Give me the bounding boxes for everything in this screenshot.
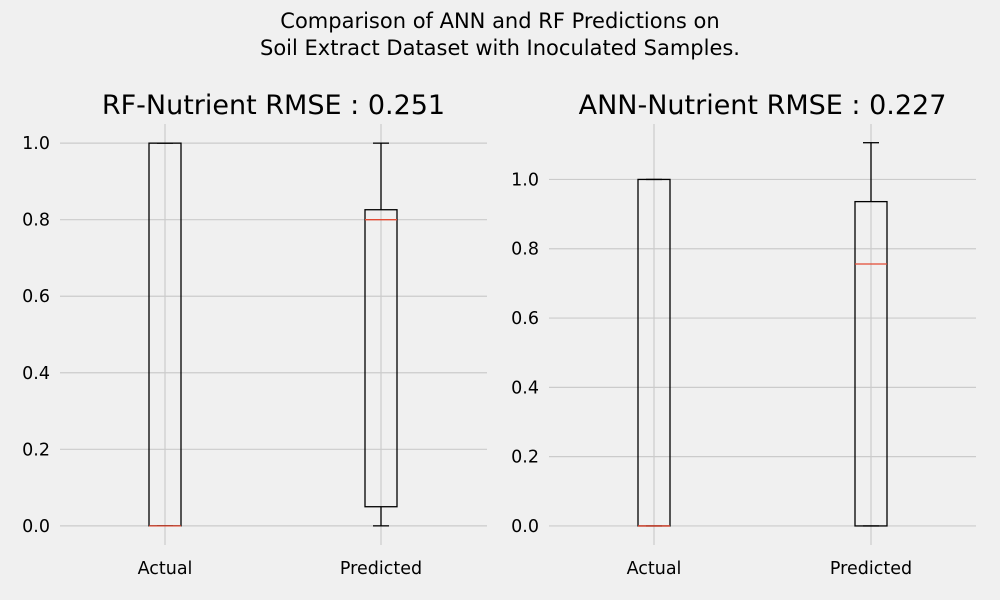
panel-1-y-tick-label: 0.4 xyxy=(22,364,50,384)
panel-2-y-tick-label: 1.0 xyxy=(511,170,539,190)
figure-suptitle-line-1: Comparison of ANN and RF Predictions on xyxy=(280,9,720,33)
figure-suptitle-line-2: Soil Extract Dataset with Inoculated Sam… xyxy=(260,36,740,60)
panel-1-title: RF-Nutrient RMSE : 0.251 xyxy=(102,90,445,121)
panel-1-x-tick-label: Predicted xyxy=(340,559,422,579)
panel-2-y-tick-label: 0.2 xyxy=(511,448,539,468)
panel-2-x-tick-label: Predicted xyxy=(830,559,912,579)
panel-2-y-tick-label: 0.6 xyxy=(511,309,539,329)
panel-2-y-tick-label: 0.8 xyxy=(511,240,539,260)
panel-2-title: ANN-Nutrient RMSE : 0.227 xyxy=(579,90,947,121)
panel-2-y-tick-label: 0.0 xyxy=(511,517,539,537)
panel-2-predicted-box xyxy=(854,200,888,527)
panel-2-y-tick-label: 0.4 xyxy=(511,378,539,398)
panel-1-predicted-box xyxy=(364,209,398,508)
panel-1-y-tick-label: 0.2 xyxy=(22,440,50,460)
panel-2-x-tick-label: Actual xyxy=(627,559,682,579)
panel-1-y-tick-label: 1.0 xyxy=(22,134,50,154)
panel-1-y-tick-label: 0.6 xyxy=(22,287,50,307)
panel-1-y-tick-label: 0.0 xyxy=(22,517,50,537)
panel-1-x-tick-label: Actual xyxy=(138,559,193,579)
panel-1-y-tick-label: 0.8 xyxy=(22,211,50,231)
